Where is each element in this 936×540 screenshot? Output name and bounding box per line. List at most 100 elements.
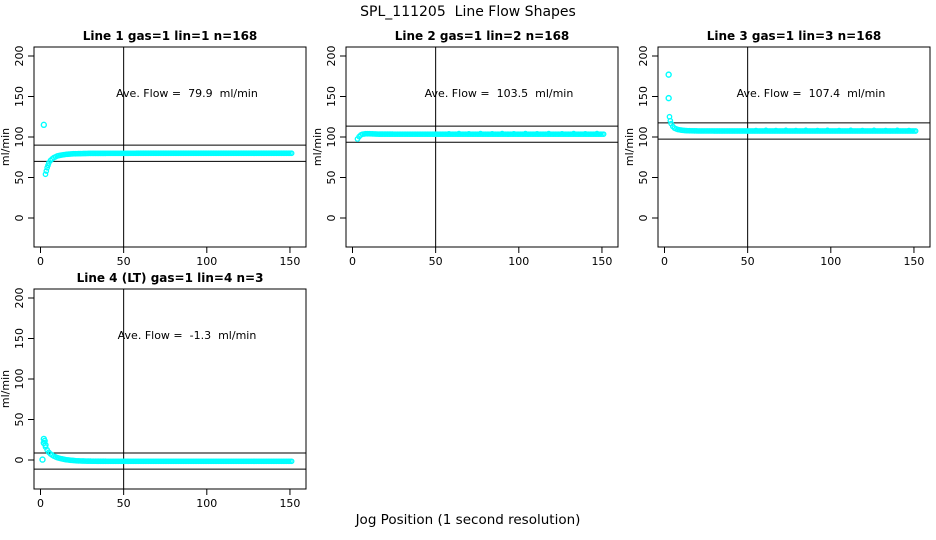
data-point [42, 171, 49, 178]
y-tick-label: 0 [637, 215, 650, 222]
y-tick-label: 200 [13, 46, 26, 67]
outlier-point [665, 71, 672, 78]
fringe-point [594, 130, 599, 135]
fringe-point [793, 127, 798, 132]
y-tick-label: 50 [13, 413, 26, 427]
y-tick-label: 0 [325, 215, 338, 222]
x-tick-label: 0 [37, 255, 44, 268]
plot-box [345, 46, 619, 248]
fringe-point [848, 127, 853, 132]
x-tick-label: 150 [279, 255, 300, 268]
outlier-point [42, 441, 49, 449]
panel-1: 0 50 100 150 0 50 100 150 200 ml/min Line 1 gas=1 … [0, 29, 307, 268]
ave-flow-annotation: Ave. Flow = 107.4 ml/min [737, 87, 886, 100]
y-tick-label: 0 [13, 215, 26, 222]
data-point [912, 128, 919, 134]
y-tick-label: 50 [637, 171, 650, 185]
plot-box [657, 46, 931, 248]
data-point [43, 168, 50, 174]
y-tick-label: 150 [13, 328, 26, 349]
fringe-point [446, 130, 451, 135]
fringe-point [763, 127, 768, 132]
panel-3: 0 50 100 150 0 50 100 150 200 ml/min Line 3 gas=1 … [623, 29, 931, 268]
outlier-point [39, 456, 46, 463]
ave-flow-annotation: Ave. Flow = 79.9 ml/min [116, 87, 258, 100]
y-axis-label: ml/min [623, 128, 636, 166]
outlier-point [41, 437, 48, 445]
x-tick-label: 100 [196, 255, 217, 268]
plot-box [33, 46, 307, 248]
y-tick-label: 50 [13, 171, 26, 185]
data-point [288, 150, 295, 157]
fringe-point [583, 130, 588, 135]
fringe-point [883, 127, 888, 132]
x-tick-label: 100 [820, 255, 841, 268]
fringe-point [773, 127, 778, 132]
fringe-point [490, 130, 495, 135]
fringe-point [837, 127, 842, 132]
x-tick-label: 100 [196, 497, 217, 510]
panel-title: Line 1 gas=1 lin=1 n=168 [83, 29, 258, 43]
x-tick-label: 0 [661, 255, 668, 268]
fringe-point [571, 130, 576, 135]
y-tick-label: 100 [13, 369, 26, 390]
main-title: SPL_111205 Line Flow Shapes [360, 4, 576, 20]
outlier-point [40, 121, 48, 129]
fringe-point [478, 130, 483, 135]
fringe-point [895, 127, 900, 132]
y-tick-label: 200 [637, 46, 650, 67]
x-tick-label: 50 [117, 255, 131, 268]
x-tick-label: 0 [349, 255, 356, 268]
y-tick-label: 150 [13, 86, 26, 107]
y-tick-label: 100 [325, 127, 338, 148]
y-axis-label: ml/min [311, 128, 324, 166]
fringe-point [783, 127, 788, 132]
x-tick-label: 50 [117, 497, 131, 510]
fringe-point [511, 130, 516, 135]
y-tick-label: 0 [13, 457, 26, 464]
x-tick-label: 150 [591, 255, 612, 268]
ave-flow-annotation: Ave. Flow = -1.3 ml/min [118, 329, 257, 342]
x-tick-label: 0 [37, 497, 44, 510]
y-tick-label: 150 [325, 86, 338, 107]
x-axis-label: Jog Position (1 second resolution) [355, 512, 581, 528]
fringe-point [803, 127, 808, 132]
data-point [667, 117, 674, 124]
fringe-point [546, 130, 551, 135]
fringe-point [872, 127, 877, 132]
panel-title: Line 3 gas=1 lin=3 n=168 [707, 29, 882, 43]
data-point [288, 458, 295, 465]
x-tick-label: 150 [903, 255, 924, 268]
fringe-point [456, 130, 461, 135]
fringe-point [753, 127, 758, 132]
outlier-point [665, 94, 672, 102]
y-tick-label: 50 [325, 171, 338, 185]
data-point [600, 131, 607, 138]
x-tick-label: 150 [279, 497, 300, 510]
fringe-point [825, 127, 830, 132]
panel-4: 0 50 100 150 0 50 100 150 200 ml/min Line 4 (LT) g… [0, 271, 307, 510]
fringe-point [500, 130, 505, 135]
y-tick-label: 100 [637, 127, 650, 148]
y-tick-label: 200 [325, 46, 338, 67]
x-tick-label: 100 [508, 255, 529, 268]
fringe-point [466, 130, 471, 135]
fringe-point [860, 127, 865, 132]
fringe-point [523, 130, 528, 135]
panel-title: Line 4 (LT) gas=1 lin=4 n=3 [77, 271, 264, 285]
y-tick-label: 200 [13, 288, 26, 309]
panel-2: 0 50 100 150 0 50 100 150 200 ml/min Line 2 gas=1 … [311, 29, 619, 268]
x-tick-label: 50 [429, 255, 443, 268]
panel-title: Line 2 gas=1 lin=2 n=168 [395, 29, 570, 43]
ave-flow-annotation: Ave. Flow = 103.5 ml/min [425, 87, 574, 100]
y-tick-label: 150 [637, 86, 650, 107]
plot-box [33, 288, 307, 490]
fringe-point [815, 127, 820, 132]
x-tick-label: 50 [741, 255, 755, 268]
fringe-point [906, 127, 911, 132]
y-axis-label: ml/min [0, 370, 12, 408]
y-axis-label: ml/min [0, 128, 12, 166]
y-tick-label: 100 [13, 127, 26, 148]
